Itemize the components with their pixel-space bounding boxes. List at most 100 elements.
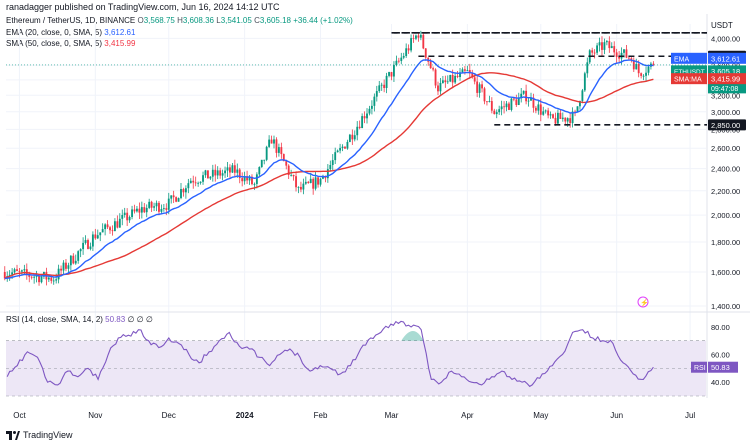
time-tick-label: Jul <box>685 411 695 420</box>
candle-down <box>87 240 89 249</box>
candle-up <box>527 100 530 102</box>
candle-down <box>483 88 486 102</box>
rsi-value-label: 50.83 <box>711 363 730 372</box>
candle-up <box>224 170 226 174</box>
candle-up <box>123 212 126 215</box>
rsi-overbought-fill <box>401 331 424 341</box>
rsi-tick-label: 40.00 <box>711 378 730 387</box>
candle-down <box>192 180 195 183</box>
indicator-name-label: EMA <box>674 56 690 63</box>
candle-down <box>525 90 528 102</box>
candle-up <box>498 109 501 113</box>
candle-up <box>419 34 422 38</box>
candle-up <box>180 188 182 199</box>
candle-down <box>554 117 557 124</box>
candle-up <box>99 232 102 236</box>
indicator-value-label: 3,612.61 <box>711 54 740 63</box>
rsi-legend: RSI (14, close, SMA, 14, 2) 50.83 ∅ ∅ ∅ <box>6 315 153 324</box>
candle-down <box>601 42 603 50</box>
change-value: +36.44 (+1.02%) <box>293 16 353 25</box>
candle-down <box>593 52 596 54</box>
candle-down <box>417 35 420 38</box>
candle-up <box>84 240 87 243</box>
rsi-name-label: RSI <box>694 365 706 372</box>
candle-up <box>488 101 491 102</box>
candle-down <box>481 84 483 89</box>
candle-down <box>106 224 109 228</box>
candle-down <box>627 57 630 59</box>
candle-up <box>255 174 258 184</box>
candle-down <box>429 61 432 69</box>
candle-down <box>214 169 217 176</box>
candle-down <box>241 178 244 182</box>
candle-down <box>468 70 471 74</box>
candle-down <box>30 276 33 278</box>
candle-up <box>268 139 271 147</box>
candle-up <box>35 275 38 277</box>
candle-down <box>233 165 236 173</box>
candle-down <box>72 255 75 264</box>
candle-down <box>471 73 474 78</box>
candle-up <box>326 169 329 179</box>
candle-down <box>434 69 437 86</box>
candle-up <box>415 35 417 39</box>
ema-legend-label: EMA (20, close, 0, SMA, 5) <box>6 28 103 37</box>
candle-down <box>172 195 175 198</box>
candle-up <box>410 38 412 51</box>
open-value: 3,568.75 <box>143 16 175 25</box>
candle-up <box>140 207 143 213</box>
candle-down <box>111 230 114 232</box>
tradingview-brand-text: TradingView <box>23 430 73 440</box>
candle-up <box>400 57 403 61</box>
rsi-name-box <box>691 361 707 373</box>
candle-up <box>510 98 513 110</box>
candle-up <box>226 167 229 171</box>
candle-up <box>439 82 442 92</box>
sma-legend-value: 3,415.99 <box>104 39 136 48</box>
candle-up <box>184 188 187 193</box>
price-tick-label: 2,200.00 <box>711 187 740 196</box>
candle-up <box>566 118 569 122</box>
candle-down <box>615 52 618 57</box>
rsi-value-box <box>708 361 738 373</box>
level-price-box <box>708 119 746 131</box>
candle-down <box>238 169 241 179</box>
candle-up <box>113 221 116 232</box>
candle-up <box>530 97 532 101</box>
candle-up <box>211 169 214 177</box>
candle-down <box>476 81 479 93</box>
rsi-tick-label: 80.00 <box>711 323 730 332</box>
candle-down <box>317 177 319 185</box>
candle-down <box>630 58 633 60</box>
candle-up <box>366 113 368 119</box>
candle-up <box>57 268 60 280</box>
candle-up <box>334 152 337 161</box>
candle-up <box>297 186 300 188</box>
candle-down <box>532 97 535 108</box>
sma-legend-label: SMA (50, close, 0, SMA, 5) <box>6 39 103 48</box>
candle-up <box>118 218 121 228</box>
candle-up <box>380 84 383 86</box>
candle-down <box>463 69 466 71</box>
candle-down <box>280 147 283 155</box>
low-value: 3,541.05 <box>220 16 252 25</box>
candle-up <box>82 242 85 250</box>
indicator-name-label: SMA:MA <box>674 77 702 84</box>
candle-down <box>206 170 209 179</box>
candle-down <box>637 63 640 74</box>
candle-down <box>652 63 655 65</box>
candle-up <box>69 255 72 266</box>
time-tick-label: Oct <box>13 411 26 420</box>
candle-down <box>165 208 168 210</box>
price-tick-label: 3,200.00 <box>711 91 740 100</box>
candle-up <box>258 167 261 175</box>
rsi-legend-value: 50.83 <box>105 315 126 324</box>
candle-down <box>344 146 346 149</box>
candle-up <box>576 106 579 112</box>
candle-down <box>574 111 576 113</box>
candle-up <box>346 141 349 149</box>
ema-legend-value: 3,612.61 <box>104 28 136 37</box>
candle-up <box>581 90 584 101</box>
candle-down <box>219 170 222 176</box>
